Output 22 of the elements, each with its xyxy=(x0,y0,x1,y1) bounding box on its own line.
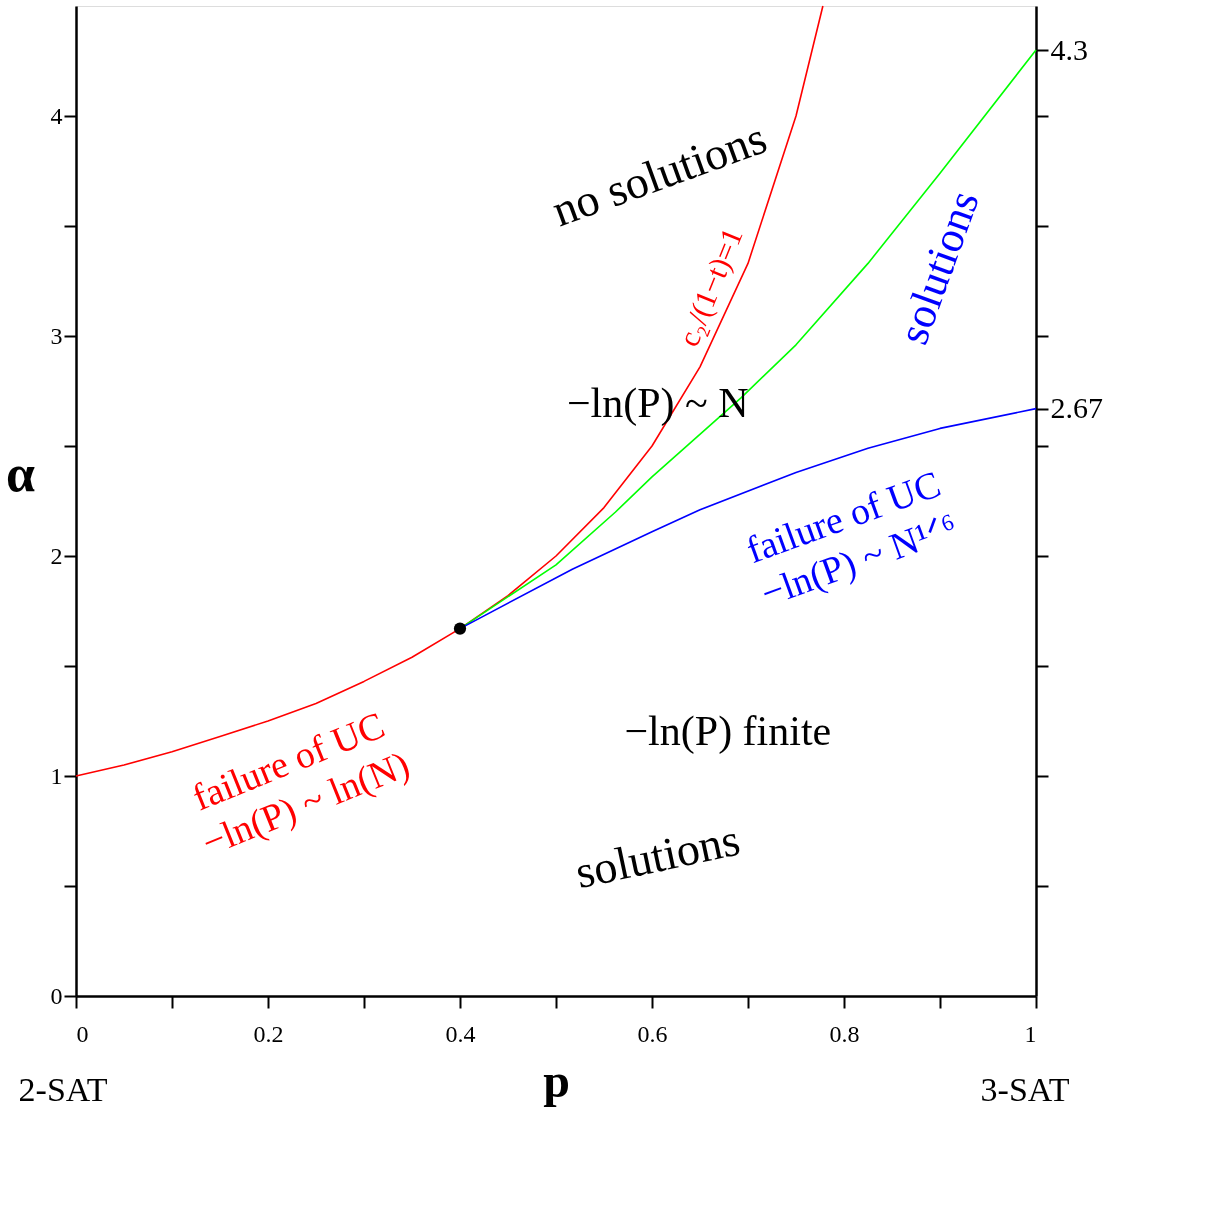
annotation: −ln(P) finite xyxy=(624,708,832,755)
y2-tick-label: 2.67 xyxy=(1050,391,1103,425)
y-tick-label: 2 xyxy=(50,542,63,569)
annotation: failure of UC −ln(P) ~ N¹ᐟ⁶ xyxy=(740,462,963,616)
x-tick-label: 1 xyxy=(1024,1020,1037,1047)
y-tick-label: 0 xyxy=(50,982,63,1009)
text: 2-SAT xyxy=(18,1071,108,1108)
x-tick-label: 0 xyxy=(76,1020,89,1047)
y-tick-label: 1 xyxy=(50,762,63,789)
y-axis-title: α xyxy=(5,444,36,502)
x-tick-label: 0.8 xyxy=(829,1020,860,1047)
x-tick-label: 0.6 xyxy=(637,1020,668,1047)
y2-tick-label: 4.3 xyxy=(1050,32,1088,66)
x-tick-label: 0.2 xyxy=(253,1020,284,1047)
y-tick-label: 4 xyxy=(50,102,63,129)
annotation: failure of UC −ln(P) ~ ln(N) xyxy=(186,703,416,865)
annotation: solutions xyxy=(888,184,989,351)
y-tick-label: 3 xyxy=(50,322,63,349)
annotation: solutions xyxy=(570,813,745,899)
x-axis-title: p xyxy=(543,1053,570,1107)
x-tick-label: 0.4 xyxy=(445,1020,476,1047)
text: 3-SAT xyxy=(980,1071,1070,1108)
